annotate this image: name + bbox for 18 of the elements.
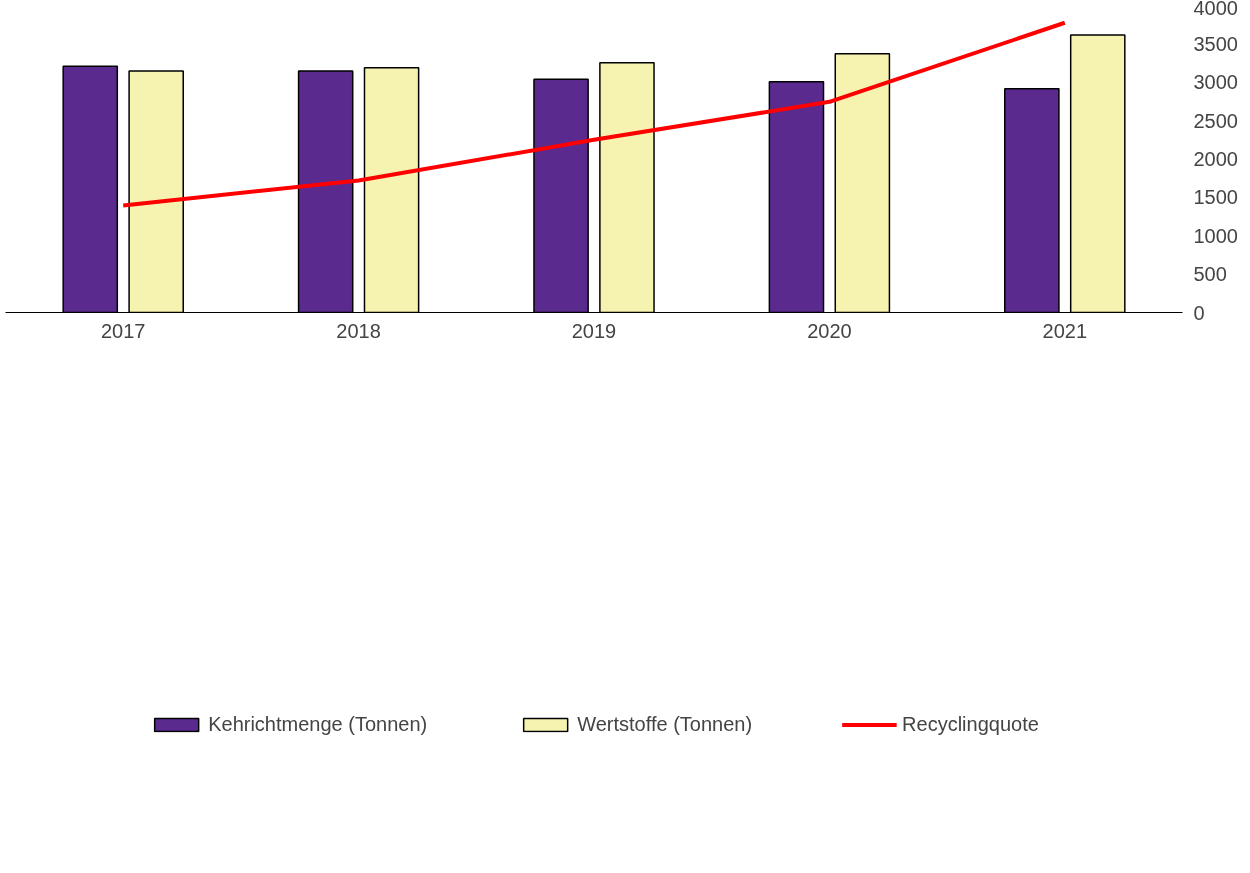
x-tick-label: 2018 (336, 319, 381, 342)
x-tick-label: 2021 (1042, 319, 1088, 342)
y-tick-label: 3500 (1193, 32, 1238, 55)
y-tick-label: 1000 (1193, 224, 1238, 247)
line-series (121, 20, 1067, 208)
x-tick-label: 2019 (571, 319, 617, 342)
x-tick-label: 2017 (100, 319, 146, 342)
y-tick-label: 2000 (1193, 148, 1238, 170)
x-tick-label: 2020 (807, 319, 852, 342)
y-tick-label: 0 (1193, 301, 1205, 324)
legend-label: Kehrichtmenge (Tonnen) (208, 712, 428, 736)
y-tick-label: 500 (1193, 263, 1227, 286)
legend-label: Recyclingquote (902, 712, 1039, 736)
y-tick-label: 1500 (1193, 186, 1238, 209)
y-tick-label: 4000 (1193, 0, 1238, 19)
y-tick-label: 3000 (1193, 71, 1238, 94)
y-tick-label: 2500 (1193, 109, 1238, 132)
legend-label: Wertstoffe (Tonnen) (577, 712, 753, 736)
